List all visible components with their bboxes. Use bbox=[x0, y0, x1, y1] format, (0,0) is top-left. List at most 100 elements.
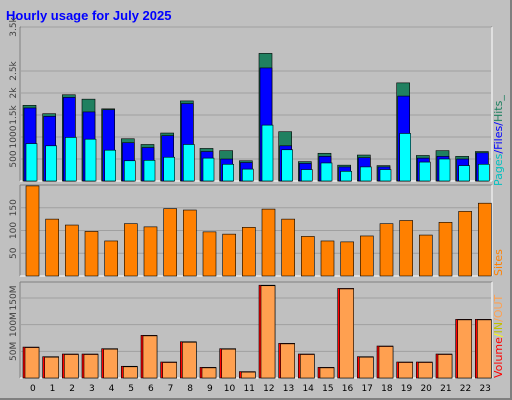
pages-bar-15 bbox=[320, 162, 333, 182]
sites-bar-10 bbox=[222, 233, 236, 277]
volume-ytick-label: 100M bbox=[9, 312, 19, 337]
out-bar-11 bbox=[241, 371, 256, 379]
out-bar-15 bbox=[319, 367, 335, 379]
hits-ytick-label: 500 bbox=[9, 150, 19, 167]
pages-bar-20 bbox=[419, 161, 431, 182]
hour-label-8: 8 bbox=[187, 384, 193, 394]
sites-panel: 50 100 150 bbox=[9, 184, 493, 277]
legend-volume: Volume bbox=[492, 337, 505, 378]
sites-bar-15 bbox=[320, 240, 335, 277]
hour-label-3: 3 bbox=[89, 384, 95, 394]
sites-bar-8 bbox=[183, 209, 197, 277]
sites-bar-14 bbox=[301, 236, 315, 277]
sites-bar-1 bbox=[45, 218, 59, 277]
hour-label-12: 12 bbox=[263, 384, 274, 394]
legend-bottom: Volume/IN/OUT bbox=[492, 294, 505, 378]
legend-slash-1: / bbox=[492, 150, 505, 154]
hour-axis-labels: 0 1 2 3 4 5 6 7 8 9 10 11 12 13 14 15 16 17 18 19 20 21 22 23 bbox=[30, 384, 491, 394]
hour-label-19: 19 bbox=[401, 384, 413, 394]
sites-bar-4 bbox=[104, 240, 118, 277]
pages-bar-22 bbox=[458, 165, 470, 182]
sites-bar-23 bbox=[478, 202, 492, 277]
out-bar-6 bbox=[142, 335, 158, 379]
hour-label-0: 0 bbox=[30, 384, 36, 394]
volume-ytick-label: 150M bbox=[9, 286, 19, 311]
hour-label-22: 22 bbox=[460, 384, 471, 394]
out-bar-3 bbox=[83, 354, 99, 379]
sites-bar-16 bbox=[340, 241, 354, 277]
pages-bar-5 bbox=[124, 160, 136, 182]
hour-label-9: 9 bbox=[207, 384, 213, 394]
hour-label-18: 18 bbox=[381, 384, 393, 394]
sites-bar-9 bbox=[202, 231, 217, 277]
hour-label-6: 6 bbox=[148, 384, 154, 394]
out-bar-8 bbox=[182, 341, 197, 379]
sites-bar-7 bbox=[163, 208, 177, 277]
legend-out: OUT bbox=[492, 294, 505, 318]
pages-bar-16 bbox=[340, 171, 352, 182]
hour-label-4: 4 bbox=[109, 384, 115, 394]
out-bar-10 bbox=[221, 348, 236, 379]
hour-label-21: 21 bbox=[440, 384, 451, 394]
out-bar-23 bbox=[477, 319, 492, 379]
hour-label-15: 15 bbox=[322, 384, 333, 394]
out-bar-5 bbox=[123, 366, 138, 379]
sites-bar-0 bbox=[25, 185, 40, 277]
out-bar-13 bbox=[280, 343, 295, 379]
pages-bar-2 bbox=[65, 137, 77, 182]
sites-bar-17 bbox=[360, 235, 374, 277]
out-bar-17 bbox=[359, 356, 374, 379]
hour-label-14: 14 bbox=[302, 384, 314, 394]
sites-bar-3 bbox=[84, 231, 99, 277]
sites-bar-20 bbox=[419, 234, 433, 277]
hour-label-5: 5 bbox=[128, 384, 134, 394]
pages-bar-23 bbox=[478, 163, 490, 182]
out-bar-7 bbox=[162, 362, 177, 379]
out-bar-1 bbox=[44, 356, 59, 379]
pages-bar-3 bbox=[84, 138, 97, 182]
sites-bar-19 bbox=[399, 220, 413, 277]
pages-bar-6 bbox=[143, 160, 156, 182]
pages-bar-18 bbox=[379, 169, 392, 182]
out-bar-18 bbox=[378, 346, 394, 379]
pages-bar-1 bbox=[45, 145, 57, 182]
out-bar-4 bbox=[103, 348, 118, 379]
pages-bar-13 bbox=[281, 149, 293, 182]
pages-bar-8 bbox=[183, 144, 195, 182]
pages-bar-4 bbox=[104, 149, 116, 182]
hits-ytick-label: 3.5k bbox=[9, 16, 19, 36]
hour-label-17: 17 bbox=[361, 384, 372, 394]
sites-bar-18 bbox=[379, 223, 394, 277]
pages-bar-14 bbox=[301, 169, 313, 182]
legend-in: IN bbox=[492, 322, 505, 333]
hits-ytick-label: 2.5k bbox=[9, 60, 19, 80]
sites-ytick-label: 100 bbox=[9, 222, 19, 239]
sites-bar-13 bbox=[281, 218, 295, 277]
sites-bar-12 bbox=[261, 208, 276, 277]
sites-bar-5 bbox=[124, 223, 138, 277]
legend-hits-suffix: _ bbox=[492, 95, 505, 102]
hour-label-13: 13 bbox=[283, 384, 294, 394]
out-bar-12 bbox=[260, 285, 276, 379]
sites-bar-22 bbox=[458, 211, 472, 277]
chart-title: Hourly usage for July 2025 bbox=[6, 8, 171, 23]
sites-bar-11 bbox=[242, 227, 256, 277]
legend-slash-3: / bbox=[492, 333, 505, 337]
out-bar-14 bbox=[300, 354, 315, 379]
hits-ytick-label: 2k bbox=[9, 87, 19, 99]
sites-ytick-label: 150 bbox=[9, 199, 19, 216]
out-bar-0 bbox=[24, 347, 40, 379]
sites-ytick-label: 50 bbox=[9, 247, 19, 259]
legend-sites: Sites bbox=[492, 249, 505, 276]
legend-hits: Hits bbox=[492, 100, 505, 122]
sites-bar-6 bbox=[143, 226, 158, 277]
pages-bar-10 bbox=[222, 163, 234, 182]
out-bar-2 bbox=[64, 354, 79, 379]
pages-bar-21 bbox=[438, 158, 451, 182]
pages-bar-12 bbox=[261, 124, 274, 182]
hour-label-16: 16 bbox=[342, 384, 354, 394]
out-bar-9 bbox=[201, 367, 217, 379]
